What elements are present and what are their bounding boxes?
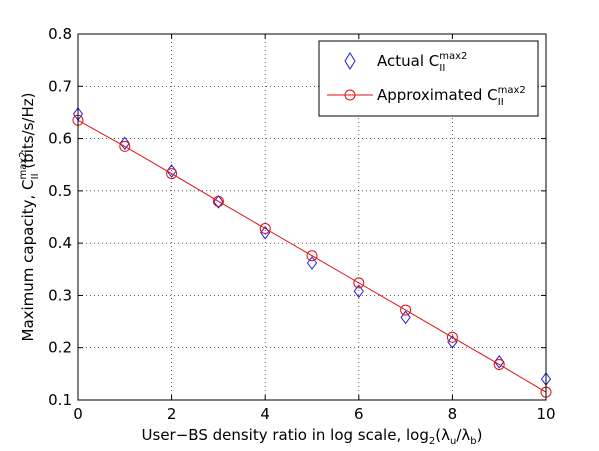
y-axis-label: Maximum capacity, Cmax2II (bits/s/Hz) <box>18 92 41 341</box>
data-point-circle <box>353 277 365 289</box>
legend-label-approximated: Approximated Cmax2 II <box>377 85 526 108</box>
data-point-diamond <box>494 354 505 369</box>
data-point-diamond <box>166 164 177 178</box>
data-point-diamond <box>447 335 458 349</box>
data-point-diamond <box>119 136 130 151</box>
y-tick-label: 0.8 <box>48 25 72 43</box>
y-tick-label: 0.3 <box>48 286 72 304</box>
y-tick-label: 0.7 <box>48 77 72 95</box>
y-tick-label: 0.5 <box>48 182 72 200</box>
data-point-circle <box>493 358 505 370</box>
x-tick-label: 2 <box>167 405 177 423</box>
legend-diamond-marker <box>344 52 356 70</box>
y-tick-label: 0.4 <box>48 234 72 252</box>
x-tick-label: 6 <box>354 405 364 423</box>
series-approximated <box>72 114 552 398</box>
y-tick-label: 0.6 <box>48 130 72 148</box>
legend-box <box>318 40 539 117</box>
data-point-diamond <box>306 256 318 270</box>
y-tick-label: 0.2 <box>48 339 72 357</box>
x-tick-label: 8 <box>448 405 458 423</box>
data-point-circle <box>259 223 271 235</box>
axis-ticks: 0 2 4 6 8 10 0.1 0.2 0.3 0.4 0.5 0.6 0.7 0.8 <box>48 25 555 423</box>
plot-frame <box>77 33 547 401</box>
data-point-circle <box>400 304 412 316</box>
legend-circle-marker <box>344 89 356 101</box>
data-point-circle <box>166 168 178 180</box>
data-point-diamond <box>400 310 411 325</box>
legend-entry-approximated: Approximated Cmax2 II <box>327 85 526 108</box>
legend-entry-actual: Actual Cmax2 II <box>344 51 467 74</box>
y-tick-label: 0.1 <box>48 391 72 409</box>
x-tick-label: 10 <box>536 405 555 423</box>
data-point-circle <box>212 195 224 207</box>
data-point-circle <box>119 140 131 152</box>
x-axis-label: User−BS density ratio in log scale, log2… <box>142 426 483 447</box>
data-point-diamond <box>353 284 364 299</box>
legend: Actual Cmax2 II Approximated Cmax2 II <box>318 40 539 117</box>
x-tick-label: 0 <box>73 405 83 423</box>
data-point-circle <box>446 331 458 343</box>
series-layer <box>72 107 552 398</box>
data-point-circle <box>306 250 318 262</box>
legend-label-actual: Actual Cmax2 II <box>377 51 467 74</box>
series-line <box>77 119 547 393</box>
x-tick-label: 4 <box>260 405 270 423</box>
